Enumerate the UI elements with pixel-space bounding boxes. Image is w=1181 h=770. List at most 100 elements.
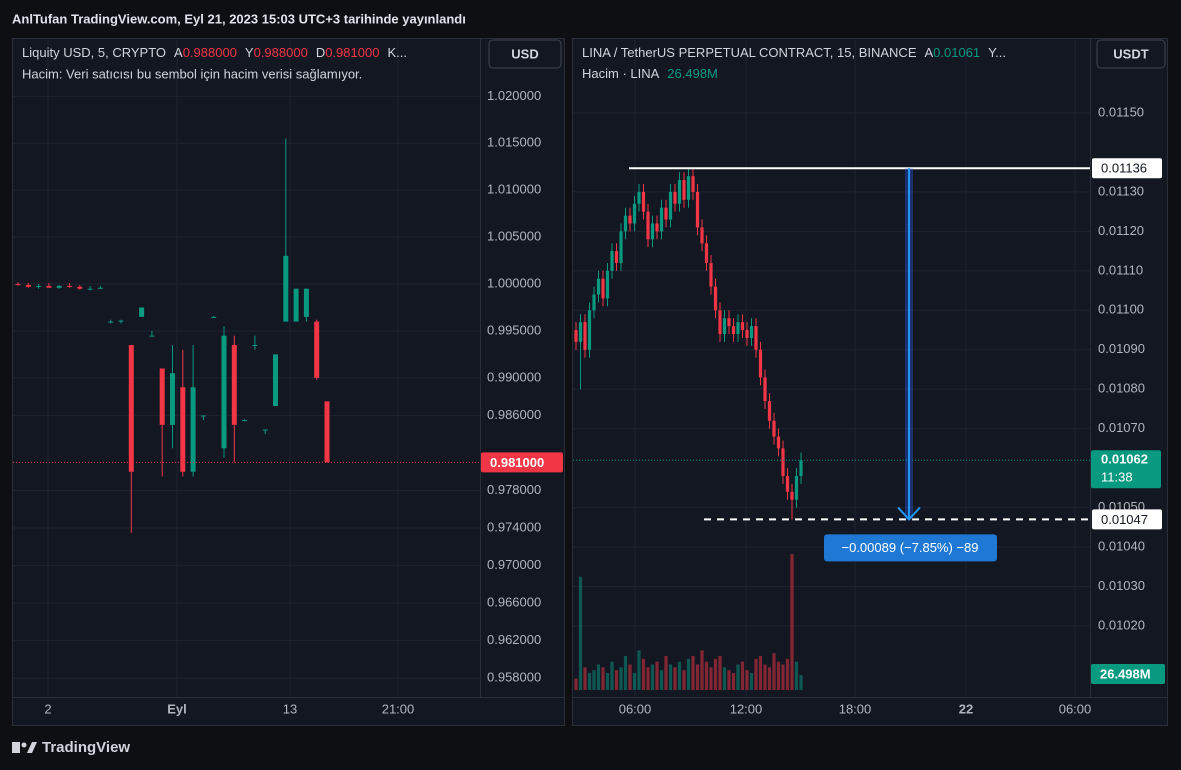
candle-body [619,231,623,263]
currency-label: USDT [1113,46,1148,61]
volume-note: Hacim: Veri satıcısı bu sembol için haci… [22,66,362,81]
candle-body [56,285,62,288]
legend-value: 0.01061 [933,45,980,60]
candle-body [758,349,763,378]
candle-body [314,321,320,378]
volume-bar [736,664,740,690]
y-tick-label: 0.978000 [487,482,541,497]
candle-body [718,310,722,334]
x-tick-label: 06:00 [1059,701,1092,716]
candle-body [754,326,758,350]
volume-bar [758,656,763,690]
candle-body [190,387,196,472]
volume-bar [601,667,605,690]
volume-bar [623,656,628,690]
candle-body [677,180,682,204]
candle-body [695,191,700,228]
volume-bar [614,670,619,690]
legend: LINA / TetherUS PERPETUAL CONTRACT, 15, … [582,45,1006,60]
candle-body [583,322,587,350]
volume-bar [718,656,722,690]
y-tick-label: 0.01030 [1098,578,1145,593]
x-tick-label: 06:00 [619,701,652,716]
last-price-label: 0.01062 [1101,452,1148,467]
y-tick-label: 0.01070 [1098,420,1145,435]
y-tick-label: 0.974000 [487,519,541,534]
candle-body [77,286,83,289]
candle-body [731,326,736,334]
volume-bar [794,661,799,690]
volume-bar [695,664,700,690]
candle-body [664,207,668,220]
y-tick-label: 0.01150 [1098,104,1144,119]
volume-bar [574,678,578,690]
volume-bar [785,658,790,690]
candle-body [87,288,93,290]
measure-label: −0.00089 (−7.85%) −89 [842,540,979,555]
candle-body [641,191,646,212]
volume-bar [587,673,592,690]
y-tick-label: 0.01090 [1098,341,1145,356]
legend-key: Y [245,45,254,60]
candle-body [659,207,664,232]
volume-bar [578,576,583,690]
legend-key: K... [387,45,407,60]
candle-body [740,322,745,331]
volume-tag [1091,664,1165,684]
candle-body [691,176,695,192]
candle-body [324,401,330,463]
y-tick-label: 1.020000 [487,88,541,103]
candle-body [15,284,21,286]
candle-body [596,278,601,295]
volume-label: Hacim · LINA [582,66,660,81]
candle-body [794,476,799,500]
candle-body [673,191,677,204]
volume-bar [583,667,587,690]
volume-bar [763,664,767,690]
candle-body [252,345,258,347]
last-price-tag [1091,450,1161,489]
y-tick-label: 1.010000 [487,182,541,197]
volume-bar [740,661,745,690]
candle-body [790,491,794,500]
low-line-tag [1092,509,1162,530]
volume-bar [772,653,776,690]
candle-body [97,287,103,289]
volume-bar [686,658,691,690]
legend-key: D [316,45,325,60]
volume-bar [682,670,686,690]
x-tick-label: 13 [283,701,297,716]
candle-body [574,330,578,342]
volume-legend: Hacim · LINA 26.498M [582,66,718,81]
volume-bar [776,661,781,690]
volume-bar [668,664,673,690]
candle-body [610,251,614,271]
candle-body [686,176,691,200]
candle-body [614,251,619,263]
candle-body [211,316,217,318]
volume-value: 26.498M [667,66,718,81]
logo [12,742,37,753]
footer-brand: TradingView [42,739,130,756]
x-tick-label: 12:00 [730,701,763,716]
currency-button [488,39,562,69]
currency-label: USD [511,46,538,61]
candle-body [283,255,289,322]
candle-body [776,436,781,449]
volume-bar [655,661,659,690]
candle-body [785,476,790,492]
candle-body [108,321,114,323]
volume-bar [592,670,596,690]
candle-body [646,211,650,240]
legend-key: Y... [988,45,1006,60]
candle-body [159,368,165,425]
candle-body [637,191,641,204]
candle-body [139,307,145,317]
candle-body [67,285,72,287]
y-tick-label: 0.01130 [1098,183,1144,198]
volume-bar [596,664,601,690]
y-tick-label: 0.970000 [487,557,541,572]
y-tick-label: 1.000000 [487,275,541,290]
measure-arrow-head [897,506,921,521]
y-tick-label: 1.015000 [487,135,541,150]
